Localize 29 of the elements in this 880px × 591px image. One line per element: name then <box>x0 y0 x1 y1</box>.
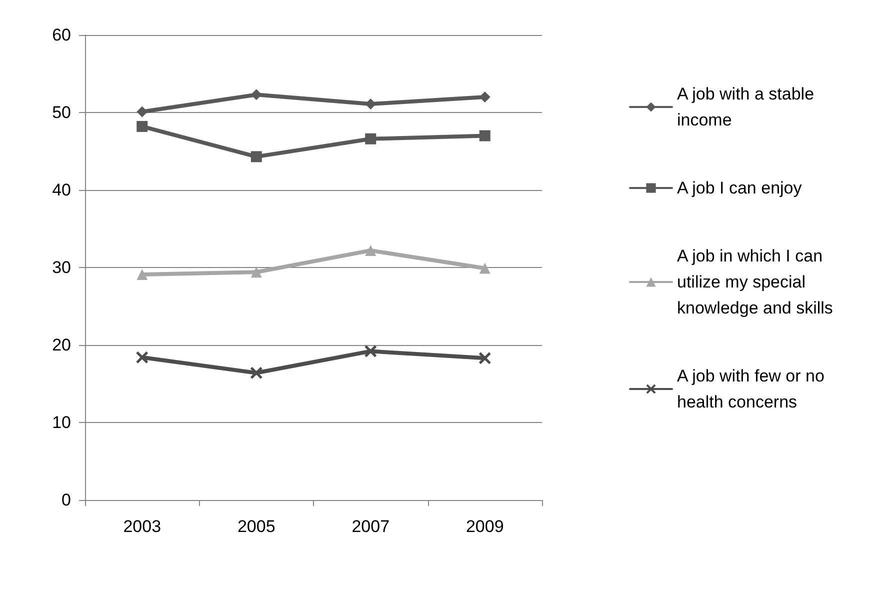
y-tick-label: 30 <box>52 258 71 277</box>
point <box>250 366 262 379</box>
point <box>479 130 490 142</box>
point <box>136 106 148 118</box>
x-tick-label: 2003 <box>123 517 162 536</box>
y-tick-label: 60 <box>52 26 71 44</box>
y-tick-label: 40 <box>52 180 71 200</box>
point <box>250 89 262 100</box>
y-tick-label: 10 <box>52 413 71 432</box>
y-tick-label: 50 <box>52 103 71 122</box>
point <box>479 262 490 274</box>
point <box>365 244 376 256</box>
point <box>136 268 148 280</box>
point <box>136 351 148 364</box>
x-tick-label: 2005 <box>237 517 276 536</box>
point <box>365 133 376 144</box>
legend-label: A job with a stable income <box>677 84 819 130</box>
legend-label: A job I can enjoy <box>677 178 802 198</box>
point <box>250 266 262 278</box>
point <box>364 345 377 358</box>
point <box>136 120 148 132</box>
x-tick-label: 2007 <box>352 517 390 536</box>
point <box>250 151 262 162</box>
x-tick-label: 2009 <box>466 517 504 536</box>
y-tick-label: 0 <box>62 490 71 510</box>
y-tick-label: 20 <box>52 336 71 354</box>
legend-label: A job in which I can utilize my special knowledge and skills <box>677 246 833 318</box>
point <box>478 352 491 364</box>
legend-label: A job with few or no health concerns <box>677 366 830 412</box>
